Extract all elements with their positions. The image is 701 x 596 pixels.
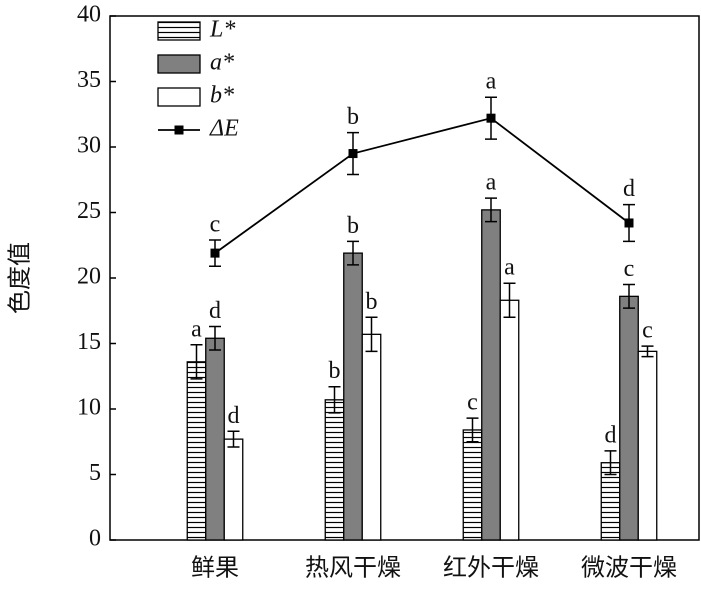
significance-letter: c — [642, 318, 653, 344]
legend-label: b* — [210, 83, 234, 109]
y-tick-label: 5 — [89, 460, 101, 486]
significance-letter: c — [624, 256, 635, 282]
legend-label: ΔE — [209, 116, 239, 142]
error-bar — [604, 450, 617, 476]
legend-swatch — [157, 87, 201, 107]
x-tick-label: 鲜果 — [191, 555, 239, 582]
x-tick-label: 微波干燥 — [581, 555, 677, 582]
x-tick-label: 热风干燥 — [305, 555, 401, 582]
bar — [186, 361, 207, 541]
significance-letter: d — [623, 176, 635, 202]
marker — [624, 218, 634, 228]
significance-letter: c — [467, 390, 478, 416]
significance-letter: a — [486, 69, 497, 95]
error-bar — [328, 385, 341, 414]
y-tick-label: 25 — [77, 198, 101, 224]
legend-swatch — [157, 21, 201, 41]
significance-letter: b — [347, 104, 359, 130]
legend-label: a* — [210, 50, 234, 76]
significance-letter: a — [191, 316, 202, 342]
bar — [619, 295, 639, 541]
legend-marker — [174, 125, 184, 135]
marker — [210, 248, 220, 258]
bar — [324, 399, 345, 541]
legend-label: L* — [209, 17, 235, 43]
line — [214, 117, 630, 254]
error-bar — [365, 316, 378, 353]
y-tick-label: 10 — [77, 395, 101, 421]
error-bar — [190, 344, 203, 380]
legend-swatch — [157, 54, 201, 74]
significance-letter: b — [366, 289, 378, 315]
significance-letter: b — [347, 213, 359, 239]
significance-letter: b — [329, 358, 341, 384]
error-bar — [503, 282, 516, 319]
bar — [223, 438, 244, 541]
error-bar — [623, 283, 635, 309]
error-bar — [209, 325, 221, 351]
y-axis-label: 色度值 — [7, 242, 34, 314]
bar — [205, 337, 225, 541]
error-bar — [466, 417, 479, 443]
y-tick-label: 20 — [77, 264, 101, 290]
significance-letter: c — [210, 212, 221, 238]
bar — [481, 209, 501, 541]
y-tick-label: 40 — [77, 2, 101, 28]
significance-letter: d — [605, 422, 617, 448]
bar — [462, 429, 483, 541]
marker — [348, 149, 358, 159]
significance-letter: d — [209, 298, 221, 324]
y-tick-label: 0 — [89, 526, 101, 552]
error-bar — [347, 240, 359, 266]
significance-letter: a — [486, 170, 497, 196]
bar — [361, 333, 382, 541]
y-tick-label: 30 — [77, 133, 101, 159]
error-bar — [641, 345, 654, 358]
bar — [343, 252, 363, 541]
significance-letter: a — [504, 255, 515, 281]
error-bar — [227, 430, 240, 448]
x-tick-label: 红外干燥 — [443, 555, 539, 582]
marker — [486, 113, 496, 123]
y-tick-label: 35 — [77, 67, 101, 93]
significance-letter: d — [228, 403, 240, 429]
error-bar — [485, 197, 497, 223]
bar — [499, 299, 520, 541]
bar — [637, 350, 658, 541]
y-tick-label: 15 — [77, 329, 101, 355]
